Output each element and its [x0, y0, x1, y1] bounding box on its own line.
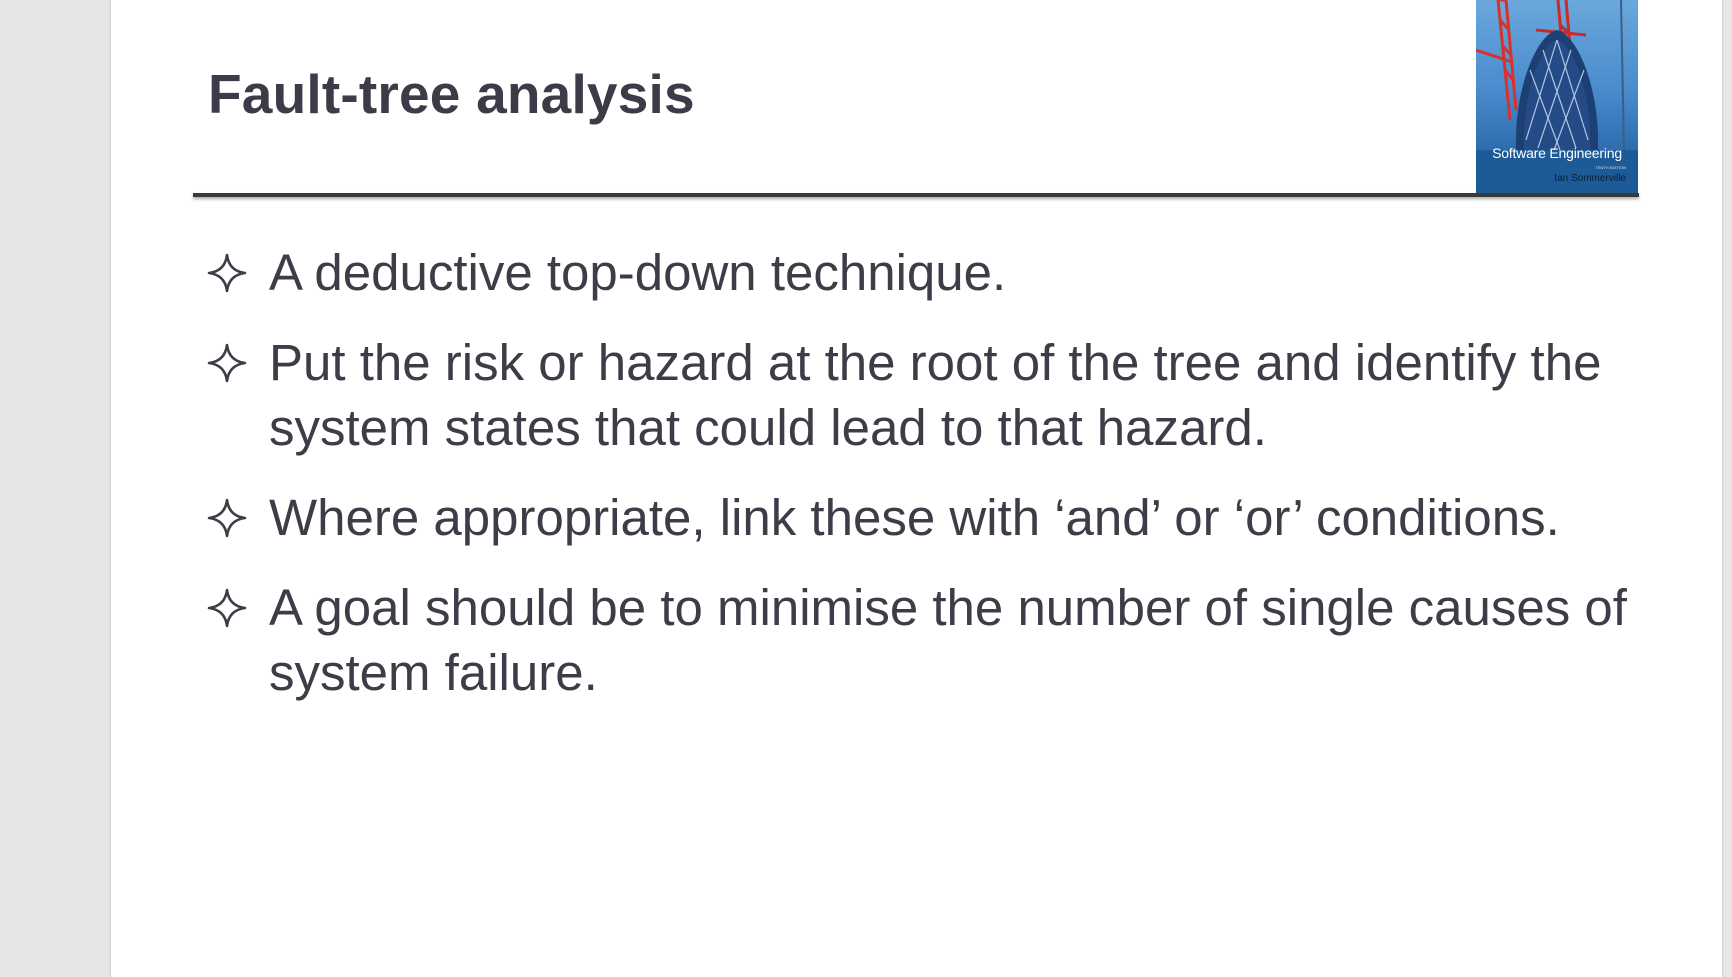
book-title: Software Engineering	[1492, 145, 1622, 161]
bullet-text: A deductive top-down technique.	[269, 244, 1007, 301]
book-author: Ian Sommerville	[1554, 173, 1626, 184]
slide: Fault-tree analysis	[111, 0, 1722, 977]
slide-title: Fault-tree analysis	[208, 63, 695, 125]
bullet-text: Where appropriate, link these with ‘and’…	[269, 489, 1560, 546]
book-cover-image: Software Engineering TENTH EDITION Ian S…	[1476, 0, 1638, 195]
title-divider	[193, 193, 1639, 197]
bullet-item: A deductive top-down technique.	[206, 240, 1646, 305]
book-edition: TENTH EDITION	[1595, 165, 1626, 170]
bullet-item: Put the risk or hazard at the root of th…	[206, 330, 1646, 460]
four-point-star-outline-icon	[207, 498, 247, 538]
bullet-item: A goal should be to minimise the number …	[206, 575, 1646, 705]
bullet-text: Put the risk or hazard at the root of th…	[269, 334, 1602, 456]
four-point-star-outline-icon	[207, 588, 247, 628]
bullet-list: A deductive top-down technique. Put the …	[206, 240, 1646, 730]
bullet-item: Where appropriate, link these with ‘and’…	[206, 485, 1646, 550]
gherkin-tower-illustration	[1476, 0, 1638, 195]
four-point-star-outline-icon	[207, 253, 247, 293]
four-point-star-outline-icon	[207, 343, 247, 383]
bullet-text: A goal should be to minimise the number …	[269, 579, 1627, 701]
